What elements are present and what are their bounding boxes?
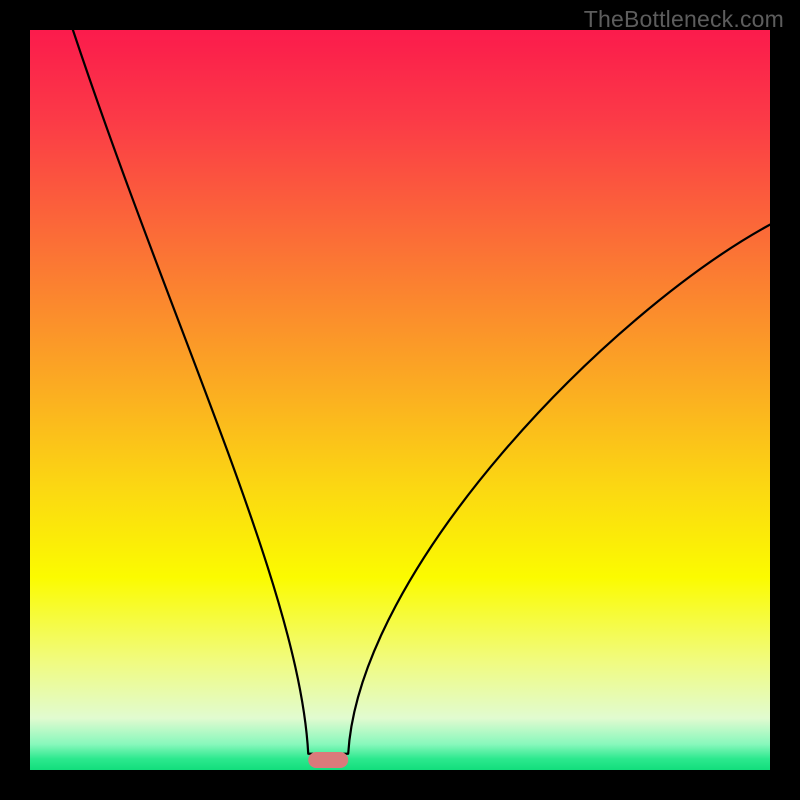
plot-background <box>30 30 770 770</box>
notch-marker <box>308 752 348 768</box>
watermark-text: TheBottleneck.com <box>584 6 784 33</box>
